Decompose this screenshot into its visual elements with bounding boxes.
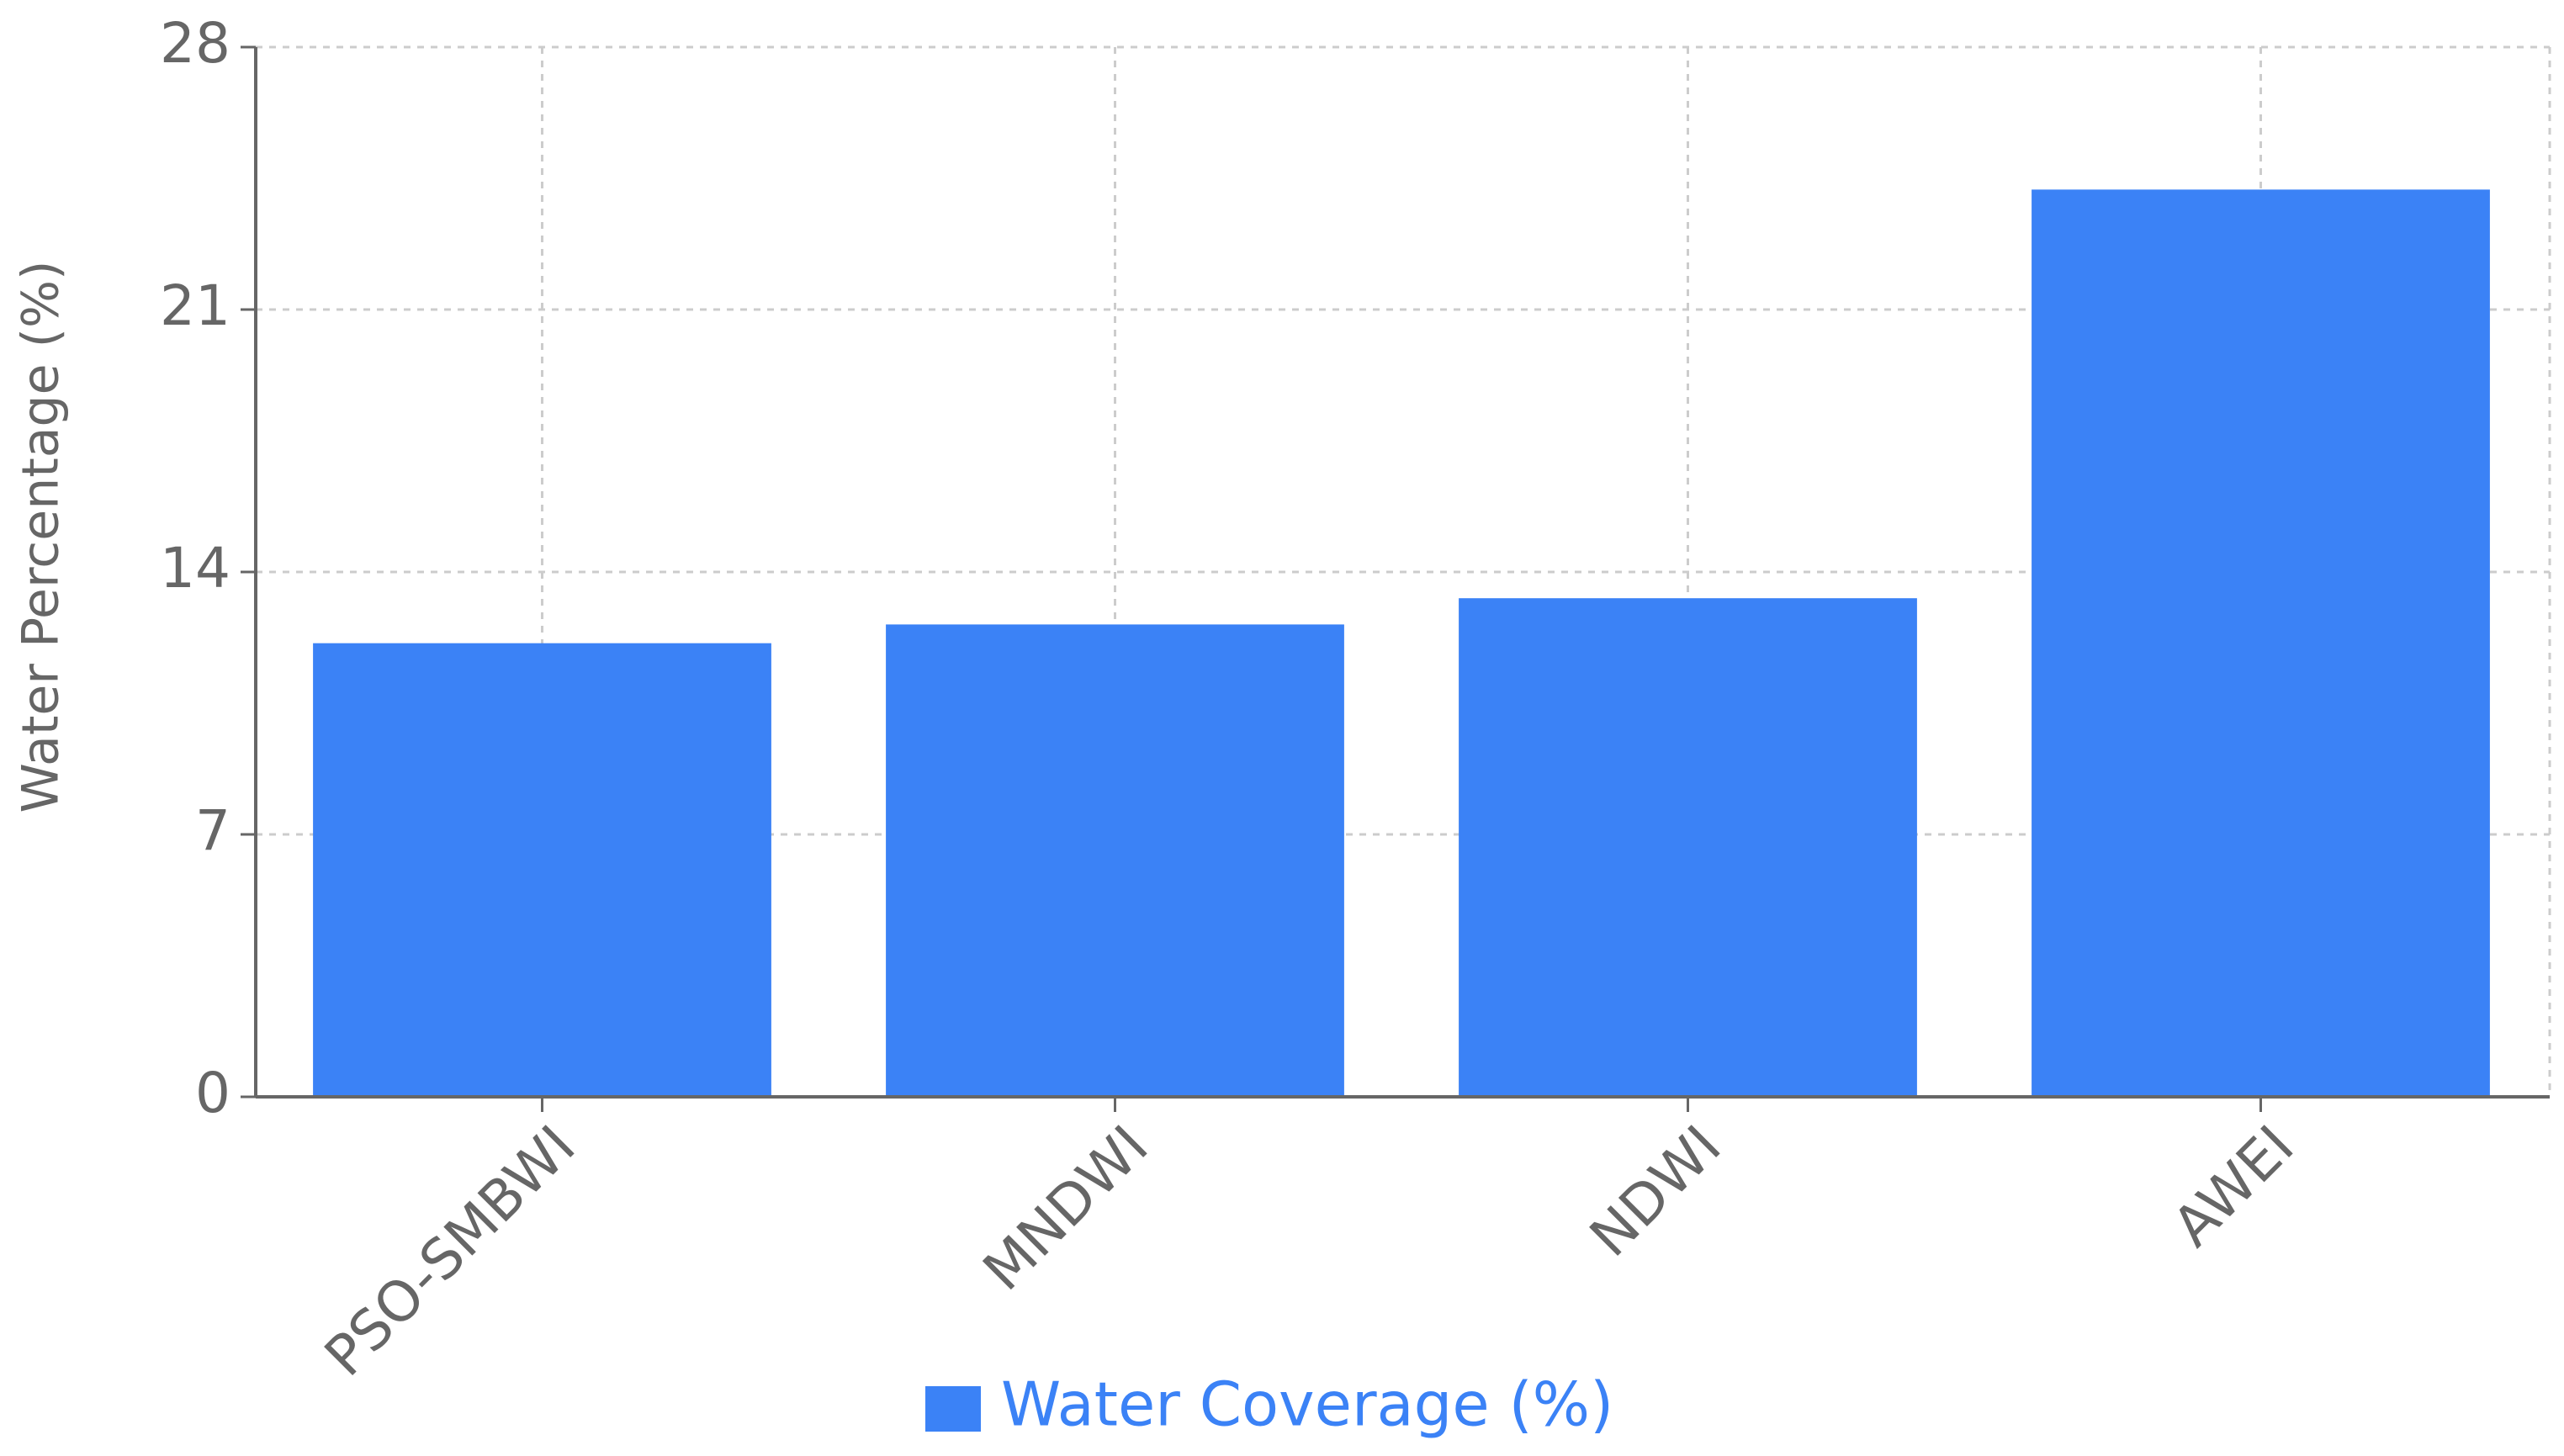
bar xyxy=(313,643,771,1097)
y-tick-label: 7 xyxy=(195,798,230,863)
bar xyxy=(2032,189,2490,1097)
bar xyxy=(886,624,1344,1097)
bar xyxy=(1459,598,1917,1097)
x-tick-label: NDWI xyxy=(1577,1114,1733,1269)
y-tick-label: 0 xyxy=(195,1061,230,1125)
y-axis-title: Water Percentage (%) xyxy=(12,261,71,813)
y-tick-label: 28 xyxy=(160,11,230,76)
legend-label: Water Coverage (%) xyxy=(1001,1369,1613,1440)
y-tick-label: 21 xyxy=(160,273,230,338)
x-tick-label: PSO-SMBWI xyxy=(312,1114,587,1389)
x-tick-label: AWEI xyxy=(2160,1114,2306,1259)
y-tick-label: 14 xyxy=(160,536,230,601)
x-tick-label: MNDWI xyxy=(971,1114,1160,1303)
legend-swatch xyxy=(925,1386,981,1432)
